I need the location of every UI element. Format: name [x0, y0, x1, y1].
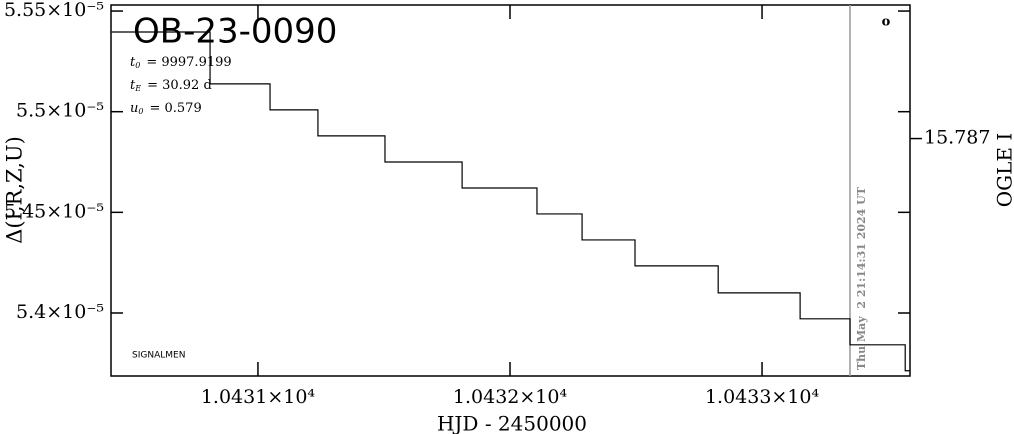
- x-tick-label: 1.0433×10⁴: [705, 386, 820, 408]
- y-tick-label: 5.55×10⁻⁵: [4, 0, 104, 21]
- footer-note: SIGNALMEN: [132, 351, 185, 361]
- parameter: tE = 30.92 d: [130, 78, 212, 94]
- y-tick-label: 5.45×10⁻⁵: [4, 200, 104, 222]
- corner-mark: o: [882, 15, 891, 30]
- parameter: u0 = 0.579: [130, 101, 202, 117]
- x-tick-label: 1.0432×10⁴: [453, 386, 568, 408]
- timestamp: Thu May 2 21:14:31 2024 UT: [855, 186, 868, 370]
- x-tick-label: 1.0431×10⁴: [201, 386, 316, 408]
- y-axis-label: Δ(I,R,Z,U): [3, 136, 27, 244]
- y2-tick-label: 15.787: [924, 127, 990, 149]
- y2-axis-label: OGLE I: [993, 133, 1014, 208]
- y-tick-label: 5.5×10⁻⁵: [16, 100, 104, 122]
- parameter: t0 = 9997.9199: [130, 55, 232, 71]
- y-tick-label: 5.4×10⁻⁵: [16, 301, 104, 323]
- x-axis-label: HJD - 2450000: [437, 412, 587, 434]
- light-curve: [111, 31, 910, 372]
